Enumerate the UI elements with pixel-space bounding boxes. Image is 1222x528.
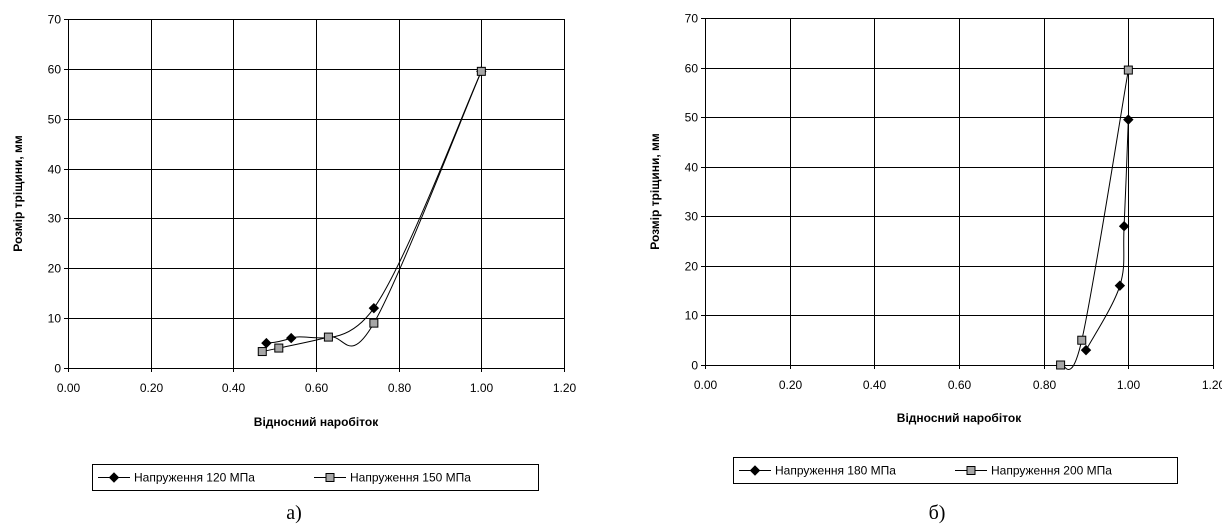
y-axis-title: Розмір тріщини, мм	[648, 133, 662, 250]
y-tick-label: 70	[48, 13, 62, 27]
legend-label: Напруження 180 МПа	[775, 464, 896, 478]
legend-marker	[966, 466, 976, 475]
y-tick-label: 20	[685, 260, 699, 274]
x-axis-title: Відносний наробіток	[897, 411, 1022, 425]
x-tick-label: 1.20	[553, 381, 577, 395]
x-tick-label: 0.00	[694, 378, 718, 392]
y-tick-label: 70	[685, 12, 699, 26]
y-tick-label: 60	[48, 63, 62, 77]
series-1	[1080, 114, 1134, 356]
legend: Напруження 120 МПа Напруження 150 МПа	[92, 464, 539, 491]
data-point	[1123, 65, 1133, 75]
legend-label: Напруження 120 МПа	[134, 471, 255, 485]
data-point	[1080, 344, 1092, 356]
data-point	[274, 343, 284, 353]
data-point	[368, 302, 380, 314]
legend: Напруження 180 МПа Напруження 200 МПа	[733, 457, 1178, 484]
legend-marker	[749, 465, 761, 476]
x-tick-label: 0.80	[388, 381, 412, 395]
x-axis-title: Відносний наробіток	[254, 415, 379, 429]
x-tick-label: 0.20	[140, 381, 164, 395]
y-tick-label: 30	[48, 212, 62, 226]
data-point	[1056, 360, 1066, 370]
data-point	[476, 66, 486, 76]
series-2	[1056, 65, 1133, 370]
panel-label: а)	[286, 502, 302, 524]
y-tick-label: 40	[685, 161, 699, 175]
chart-panel-2: 0 10 20 30 40 50 60 70 0.00 0.20 0.40 0.60 0.80 1.00 1…	[648, 12, 1222, 525]
legend-item-2: Напруження 200 МПа	[955, 464, 1112, 478]
y-tick-label: 10	[48, 312, 62, 326]
x-tick-label: 1.00	[1117, 378, 1141, 392]
y-axis-title: Розмір тріщини, мм	[11, 135, 25, 252]
legend-marker	[325, 473, 335, 482]
data-point	[1123, 114, 1134, 125]
legend-item-1: Напруження 180 МПа	[739, 464, 896, 478]
x-tick-label: 0.40	[863, 378, 887, 392]
data-point	[285, 332, 297, 344]
data-point	[369, 318, 379, 328]
legend-label: Напруження 150 МПа	[350, 471, 471, 485]
x-tick-label: 0.60	[948, 378, 972, 392]
y-tick-label: 50	[48, 113, 62, 127]
y-tick-label: 20	[48, 262, 62, 276]
x-tick-label: 0.40	[222, 381, 246, 395]
y-tick-label: 0	[691, 359, 698, 373]
data-point	[1118, 220, 1130, 232]
chart-panel-1: 0 10 20 30 40 50 60 70 0.00 0.20 0.40 0.60 0.80 1.00 1…	[11, 13, 577, 525]
series-line	[1085, 119, 1129, 351]
data-point	[1114, 280, 1126, 291]
series-line	[266, 71, 482, 344]
x-tick-label: 1.20	[1202, 378, 1222, 392]
legend-item-2: Напруження 150 МПа	[314, 471, 471, 485]
legend-marker	[108, 472, 120, 483]
series-2	[257, 66, 486, 357]
y-tick-label: 50	[685, 111, 699, 125]
panel-label: б)	[929, 502, 946, 524]
y-tick-label: 30	[685, 210, 699, 224]
y-tick-label: 60	[685, 62, 699, 76]
x-tick-label: 0.60	[305, 381, 329, 395]
data-point	[323, 332, 333, 342]
data-point	[257, 347, 267, 357]
legend-item-1: Напруження 120 МПа	[98, 471, 255, 485]
data-point	[1077, 335, 1087, 345]
legend-label: Напруження 200 МПа	[991, 464, 1112, 478]
y-tick-label: 40	[48, 163, 62, 177]
y-tick-label: 0	[54, 362, 61, 376]
x-tick-label: 0.80	[1033, 378, 1057, 392]
x-tick-label: 0.00	[57, 381, 81, 395]
x-tick-label: 1.00	[470, 381, 494, 395]
series-line	[1060, 69, 1129, 370]
y-tick-label: 10	[685, 309, 699, 323]
x-tick-label: 0.20	[779, 378, 803, 392]
